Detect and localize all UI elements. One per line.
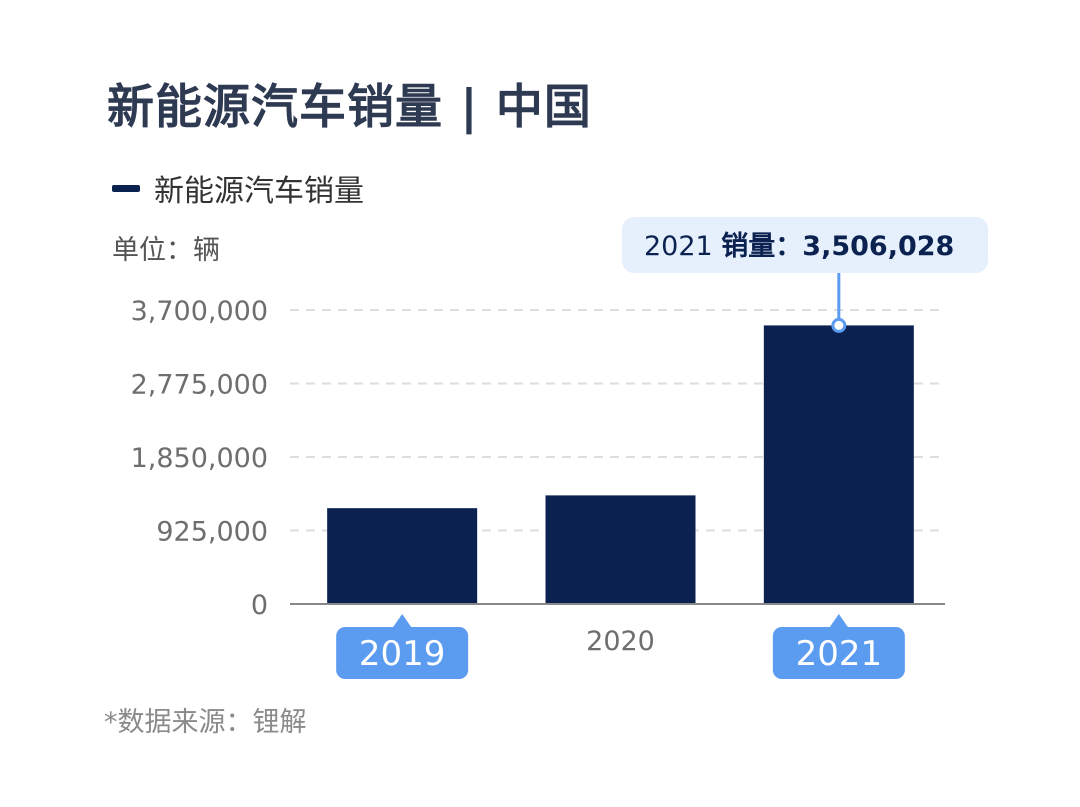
y-tick-label: 2,775,000 [131,370,268,401]
tooltip-value: 3,506,028 [802,231,954,262]
legend-swatch [112,184,140,192]
tooltip-marker [831,317,847,333]
unit-label: 单位：辆 [112,235,220,266]
bar [763,325,914,604]
x-label-pill [336,627,469,679]
tooltip-year: 2021 [644,231,721,262]
tooltip-box [622,217,988,273]
data-source-note: *数据来源：锂解 [104,707,307,738]
bar [327,508,478,604]
y-tick-label: 0 [251,590,268,621]
y-tick-label: 925,000 [156,517,268,548]
legend: 新能源汽车销量 [112,166,364,210]
x-label-pointer [829,614,848,627]
tooltip-text: 2021 销量：3,506,028 [644,231,954,262]
bar [545,495,696,604]
y-tick-label: 3,700,000 [131,296,268,327]
x-label-pointer [393,614,412,627]
x-tick-label: 2021 [796,634,883,674]
chart-title: 新能源汽车销量 | 中国 [107,80,592,135]
x-tick-label: 2019 [359,634,446,674]
x-tick-label: 2020 [586,626,655,657]
legend-label: 新能源汽车销量 [154,174,364,209]
tooltip-label: 销量： [721,231,802,262]
y-tick-label: 1,850,000 [131,443,268,474]
x-label-pill [772,627,905,679]
